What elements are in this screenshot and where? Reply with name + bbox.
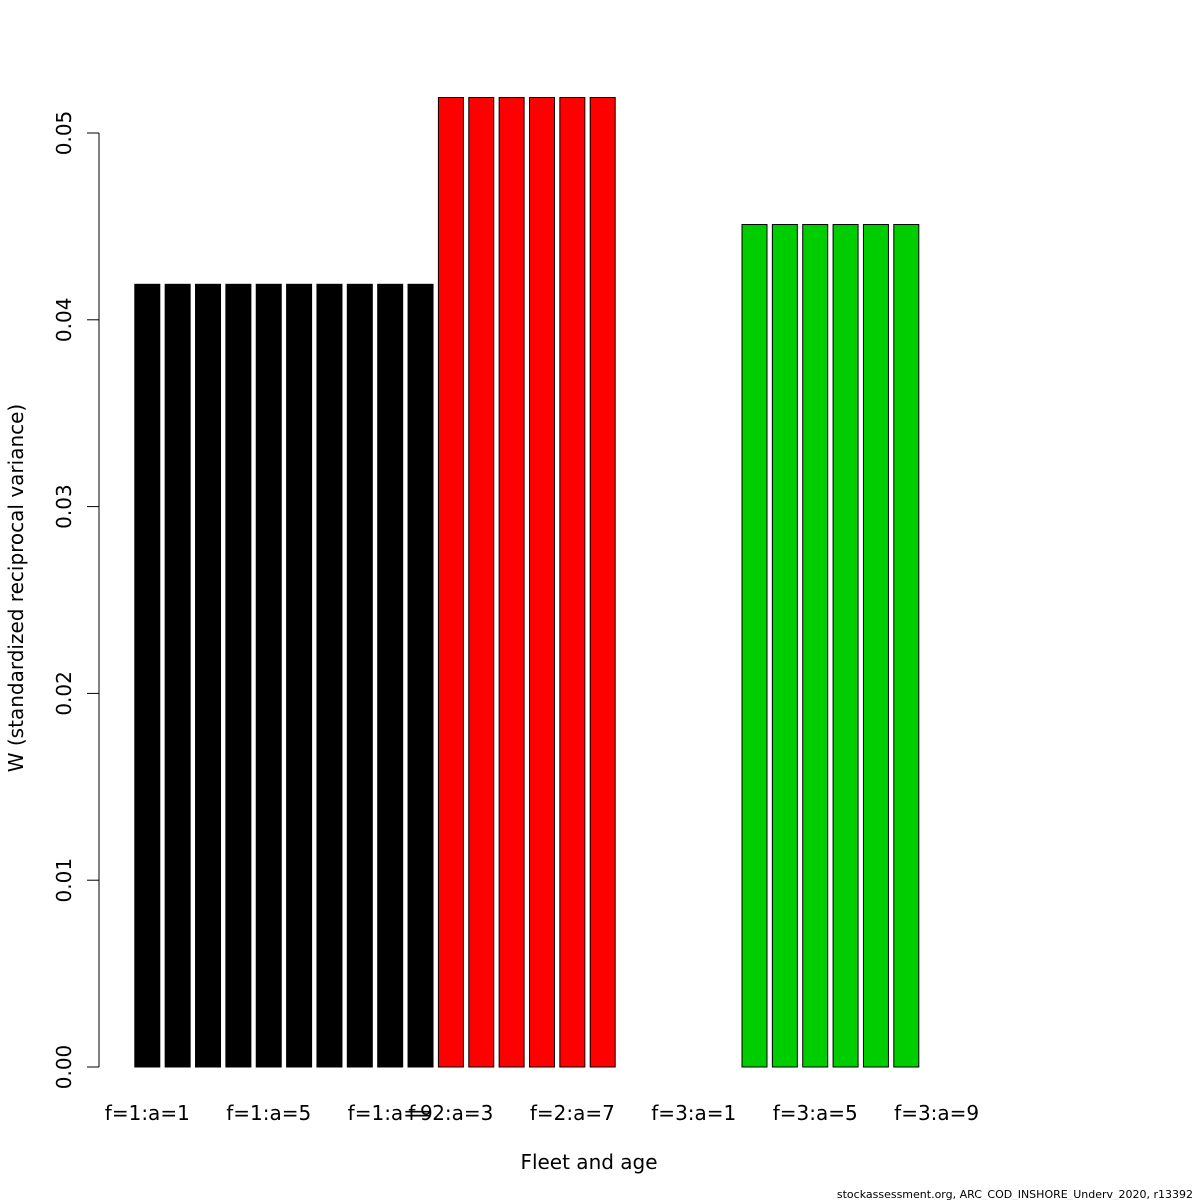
x-tick-labels: f=1:a=1 f=1:a=5 f=1:a=9f=2:a=3 f=2:a=7 f=3:a… — [105, 1101, 979, 1125]
bars-group — [134, 97, 920, 1068]
y-axis-label: W (standardized reciprocal variance) — [4, 404, 28, 773]
bar-f=3:a=5 — [802, 224, 829, 1068]
x-tick-label: f=1:a=1 — [105, 1101, 190, 1125]
y-tick-label: 0.02 — [52, 671, 76, 716]
y-axis: 0.00 0.01 0.02 0.03 0.04 0.05 — [52, 111, 100, 1090]
x-axis-label: Fleet and age — [520, 1150, 657, 1174]
bar-f=2:a=4 — [468, 97, 495, 1068]
y-tick-label: 0.05 — [52, 111, 76, 156]
x-tick-label: f=2:a=7 — [530, 1101, 615, 1125]
bar-f=3:a=8 — [893, 224, 920, 1068]
x-tick-label: f=1:a=9 — [348, 1101, 433, 1125]
x-tick-label: f=3:a=5 — [773, 1101, 858, 1125]
bar-f=2:a=8 — [589, 97, 616, 1068]
bar-f=1:a=5 — [255, 283, 282, 1068]
bar-f=2:a=7 — [559, 97, 586, 1068]
bar-f=1:a=10 — [407, 283, 434, 1068]
bar-f=1:a=2 — [164, 283, 191, 1068]
bar-f=3:a=6 — [832, 224, 859, 1068]
y-tick-label: 0.00 — [52, 1045, 76, 1090]
x-tick-label: f=3:a=9 — [894, 1101, 979, 1125]
x-tick-label: f=3:a=1 — [651, 1101, 736, 1125]
x-tick-label: f=2:a=3 — [408, 1101, 493, 1125]
bar-f=3:a=4 — [771, 224, 798, 1068]
y-tick-label: 0.04 — [52, 298, 76, 343]
bar-f=1:a=6 — [286, 283, 313, 1068]
bar-f=3:a=7 — [862, 224, 889, 1068]
bar-f=2:a=5 — [498, 97, 525, 1068]
y-tick-label: 0.01 — [52, 858, 76, 903]
bar-f=3:a=3 — [741, 224, 768, 1068]
footer-credit: stockassessment.org, ARC_COD_INSHORE_Und… — [837, 1188, 1193, 1200]
bar-f=1:a=3 — [195, 283, 222, 1068]
bar-f=1:a=9 — [377, 283, 404, 1068]
bar-f=1:a=1 — [134, 283, 161, 1068]
y-tick-label: 0.03 — [52, 484, 76, 529]
bar-f=2:a=3 — [437, 97, 464, 1068]
bar-f=2:a=6 — [528, 97, 555, 1068]
bar-f=1:a=7 — [316, 283, 343, 1068]
bar-f=1:a=8 — [346, 283, 373, 1068]
bar-f=1:a=4 — [225, 283, 252, 1068]
x-tick-label: f=1:a=5 — [226, 1101, 311, 1125]
